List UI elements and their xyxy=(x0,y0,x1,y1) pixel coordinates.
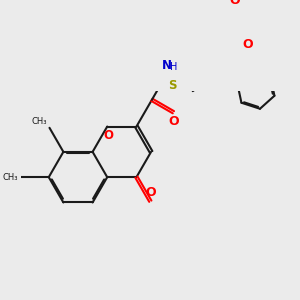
Text: O: O xyxy=(104,129,114,142)
Text: H: H xyxy=(170,62,177,72)
Text: N: N xyxy=(162,59,172,72)
Text: O: O xyxy=(230,0,240,7)
Text: CH₃: CH₃ xyxy=(2,173,18,182)
Text: O: O xyxy=(168,116,179,128)
Text: S: S xyxy=(168,79,176,92)
Text: CH₃: CH₃ xyxy=(32,117,47,126)
Text: O: O xyxy=(243,38,254,51)
Text: O: O xyxy=(145,186,156,199)
